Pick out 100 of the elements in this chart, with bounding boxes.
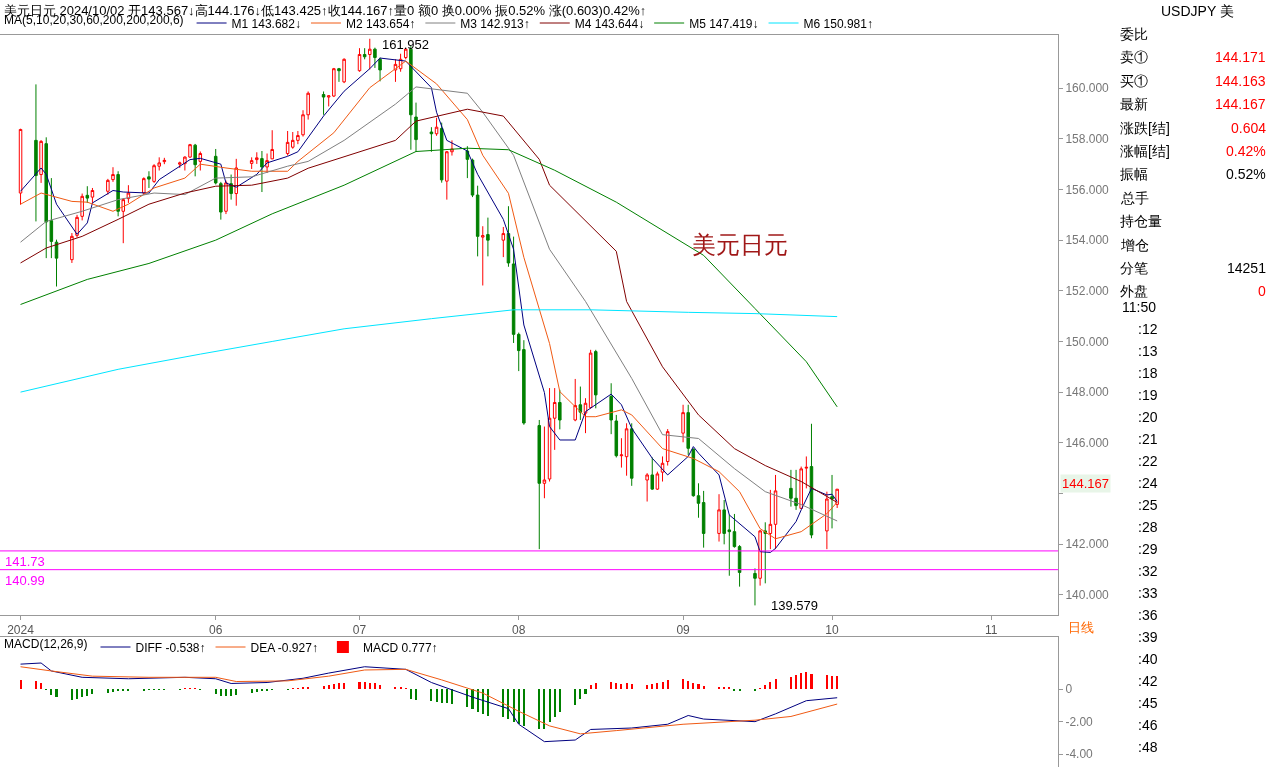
candlestick [270,129,274,160]
bar [40,683,42,689]
bar [410,689,412,699]
bar [379,685,381,689]
y-tick-label: 154.000 [1065,233,1110,248]
candlestick [650,456,655,491]
candlestick [142,176,146,196]
candlestick [696,482,701,519]
bar [579,689,581,699]
annotation: 161.952 [382,37,429,52]
bar [543,689,545,729]
candlestick [193,143,197,177]
bar [574,689,576,705]
bar [446,689,448,703]
category-label: 买① [1120,73,1148,89]
candlestick [583,397,588,434]
category-label: 振幅 [1120,166,1148,182]
y-tick-label: 152.000 [1065,284,1110,299]
candlestick [378,57,382,82]
category-label: 卖① [1120,49,1148,65]
bar [482,689,484,714]
candlestick [342,57,346,84]
bar [590,685,592,689]
bar [225,689,227,696]
bar [595,683,597,689]
candlestick [255,151,259,165]
bar [646,685,648,689]
y-tick-label: 160.000 [1065,81,1110,96]
candlestick [224,180,228,215]
candlestick [624,422,629,477]
candlestick [475,185,480,257]
candlestick [537,419,542,550]
legend-label: M5 147.419↓ [689,16,759,31]
text: 0.42% [1226,143,1266,159]
y-tick-label: 150.000 [1065,334,1110,349]
bar [369,683,371,689]
candlestick [486,217,490,257]
candlestick [681,404,685,443]
text: :13 [1138,343,1158,359]
bar [333,684,335,689]
bar [55,689,58,697]
bar [836,676,838,689]
bar [430,689,432,701]
bar [71,689,73,700]
bar [50,689,52,695]
y-tick-label: 158.000 [1065,132,1110,147]
y-tick-label: 140.000 [1065,587,1110,602]
bar [374,683,376,689]
bar [769,682,771,689]
candlestick [825,491,829,550]
x-tick-label: 06 [209,623,223,638]
bar [436,689,438,702]
ref-line-label: 140.99 [5,573,45,588]
bar [112,689,114,692]
legend-label: M2 143.654↑ [345,16,416,31]
candlestick [85,185,90,204]
candlestick [619,437,624,469]
text: :29 [1138,541,1158,557]
text: :12 [1138,321,1158,337]
bar [256,689,258,692]
candlestick [732,513,737,549]
bar [523,689,525,726]
bar [107,689,109,693]
bar [364,682,366,689]
bar [215,689,217,694]
bar [687,681,689,689]
candlestick [368,38,372,70]
bar [651,684,653,689]
bar [703,686,705,689]
text: :45 [1138,695,1158,711]
y-tick-label: 0 [1065,682,1073,697]
bar [610,682,612,689]
bar [662,682,664,689]
bar [620,684,622,689]
annotation: 139.579 [771,598,818,613]
bar [790,677,792,689]
text: 14251 [1227,260,1266,276]
bar [328,685,330,689]
legend-label: M1 143.682↓ [231,16,301,31]
text: :39 [1138,629,1158,645]
bar [538,689,540,729]
candlestick [686,404,690,456]
text: :48 [1138,739,1158,755]
legend-title: MACD(12,26,9) [4,637,88,652]
candlestick [773,474,778,550]
candlestick [260,150,264,193]
candlestick [403,47,408,60]
candlestick [249,156,254,170]
candlestick [321,90,326,116]
bar [631,684,633,689]
candlestick [362,47,367,60]
candlestick [357,47,362,73]
bar [323,686,325,689]
candlestick [691,447,696,498]
text: 日线 [1068,620,1094,635]
y-tick-label: -2.00 [1065,714,1094,729]
text: :22 [1138,453,1158,469]
bar [831,676,833,689]
bar [559,689,561,712]
category-label: 增仓 [1120,237,1149,253]
